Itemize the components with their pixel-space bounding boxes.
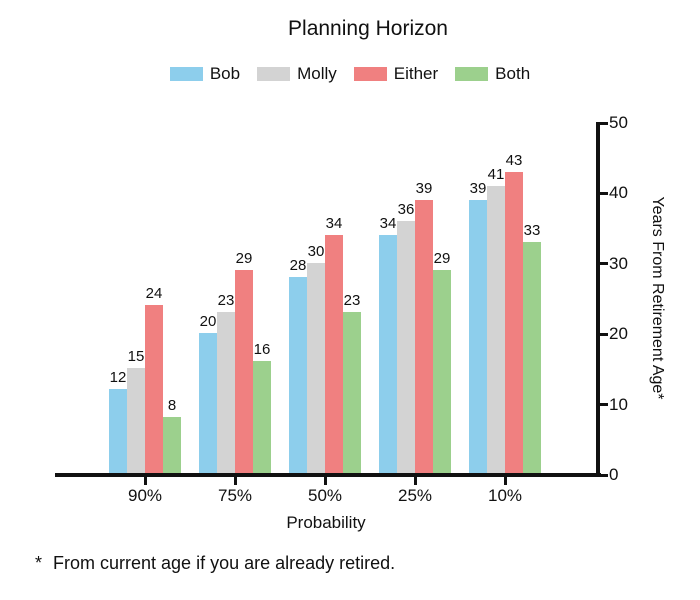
x-category-75%: 75% [217,486,253,505]
x-tick-25% [413,477,417,485]
bar-both-75% [253,361,271,473]
bar-value-molly-50%: 30 [307,243,325,260]
x-category-50%: 50% [307,486,343,505]
legend-item-bob: Bob [169,64,241,84]
x-axis-line [55,473,601,477]
bar-value-either-10%: 43 [505,152,523,169]
x-axis-label: Probability [286,513,366,532]
bar-value-molly-10%: 41 [487,166,505,183]
bar-either-10% [505,172,523,473]
bar-either-75% [235,270,253,473]
x-tick-75% [233,477,237,485]
footnote: * From current age if you are already re… [35,553,395,574]
bar-bob-75% [199,333,217,473]
y-tick-label-0: 0 [609,465,619,484]
bar-molly-25% [397,221,415,473]
x-tick-90% [143,477,147,485]
legend: Bob Molly Either Both [0,64,700,84]
x-category-90%: 90% [127,486,163,505]
bar-value-either-50%: 34 [325,215,343,232]
y-tick-50 [600,121,608,125]
bar-both-10% [523,242,541,473]
bar-both-50% [343,312,361,473]
footnote-marker: * [35,553,43,573]
y-tick-label-40: 40 [609,183,628,203]
bar-molly-10% [487,186,505,473]
bar-molly-90% [127,368,145,473]
bar-either-25% [415,200,433,473]
bar-value-bob-75%: 20 [199,313,217,330]
bar-value-both-90%: 8 [167,397,177,414]
y-axis-label: Years From Retirement Age* [649,196,666,400]
y-tick-label-20: 20 [609,324,628,344]
y-tick-40 [600,191,608,195]
footnote-text: From current age if you are already reti… [53,553,396,573]
legend-swatch-molly [257,67,291,81]
bar-value-both-10%: 33 [523,222,541,239]
x-tick-50% [323,477,327,485]
legend-item-either: Either [353,64,439,84]
bar-molly-75% [217,312,235,473]
legend-item-both: Both [455,64,530,84]
bar-bob-25% [379,235,397,473]
bar-value-both-50%: 23 [343,292,361,309]
bar-both-90% [163,417,181,473]
bar-value-bob-25%: 34 [379,215,397,232]
x-category-25%: 25% [397,486,433,505]
bar-bob-90% [109,389,127,473]
bar-either-50% [325,235,343,473]
legend-label-bob: Bob [209,64,241,83]
bar-value-molly-90%: 15 [127,348,145,365]
y-tick-10 [600,403,608,407]
y-tick-label-30: 30 [609,253,628,273]
bar-both-25% [433,270,451,473]
bar-value-either-75%: 29 [235,250,253,267]
legend-label-either: Either [393,64,439,83]
bar-bob-50% [289,277,307,473]
bar-either-90% [145,305,163,473]
bar-value-both-75%: 16 [253,341,271,358]
bar-bob-10% [469,200,487,473]
legend-item-molly: Molly [257,64,337,84]
y-tick-20 [600,332,608,336]
bar-value-molly-25%: 36 [397,201,415,218]
x-category-10%: 10% [487,486,523,505]
y-tick-30 [600,262,608,266]
bar-value-either-90%: 24 [145,285,163,302]
legend-label-both: Both [495,64,531,83]
y-tick-0 [600,473,608,477]
bar-value-molly-75%: 23 [217,292,235,309]
y-axis-line [596,122,600,477]
bar-value-both-25%: 29 [433,250,451,267]
legend-swatch-bob [169,67,203,81]
bar-value-bob-90%: 12 [109,369,127,386]
legend-label-molly: Molly [297,64,337,83]
x-tick-10% [503,477,507,485]
legend-swatch-either [353,67,387,81]
legend-swatch-both [455,67,489,81]
chart-title: Planning Horizon [288,17,448,40]
bar-value-bob-10%: 39 [469,180,487,197]
bar-value-either-25%: 39 [415,180,433,197]
bar-molly-50% [307,263,325,473]
y-tick-label-10: 10 [609,394,628,414]
y-tick-label-50: 50 [609,113,628,132]
bar-value-bob-50%: 28 [289,257,307,274]
